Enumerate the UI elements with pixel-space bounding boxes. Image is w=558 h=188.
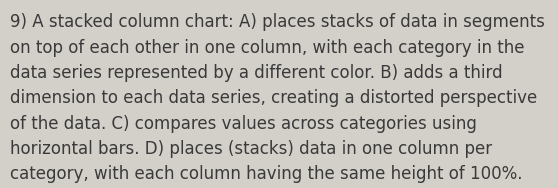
Text: data series represented by a different color. B) adds a third: data series represented by a different c… <box>10 64 503 82</box>
Text: category, with each column having the same height of 100%.: category, with each column having the sa… <box>10 165 522 183</box>
Text: of the data. C) compares values across categories using: of the data. C) compares values across c… <box>10 115 477 133</box>
Text: dimension to each data series, creating a distorted perspective: dimension to each data series, creating … <box>10 89 537 107</box>
Text: on top of each other in one column, with each category in the: on top of each other in one column, with… <box>10 39 525 57</box>
Text: 9) A stacked column chart: A) places stacks of data in segments: 9) A stacked column chart: A) places sta… <box>10 13 545 31</box>
Text: horizontal bars. D) places (stacks) data in one column per: horizontal bars. D) places (stacks) data… <box>10 140 492 158</box>
